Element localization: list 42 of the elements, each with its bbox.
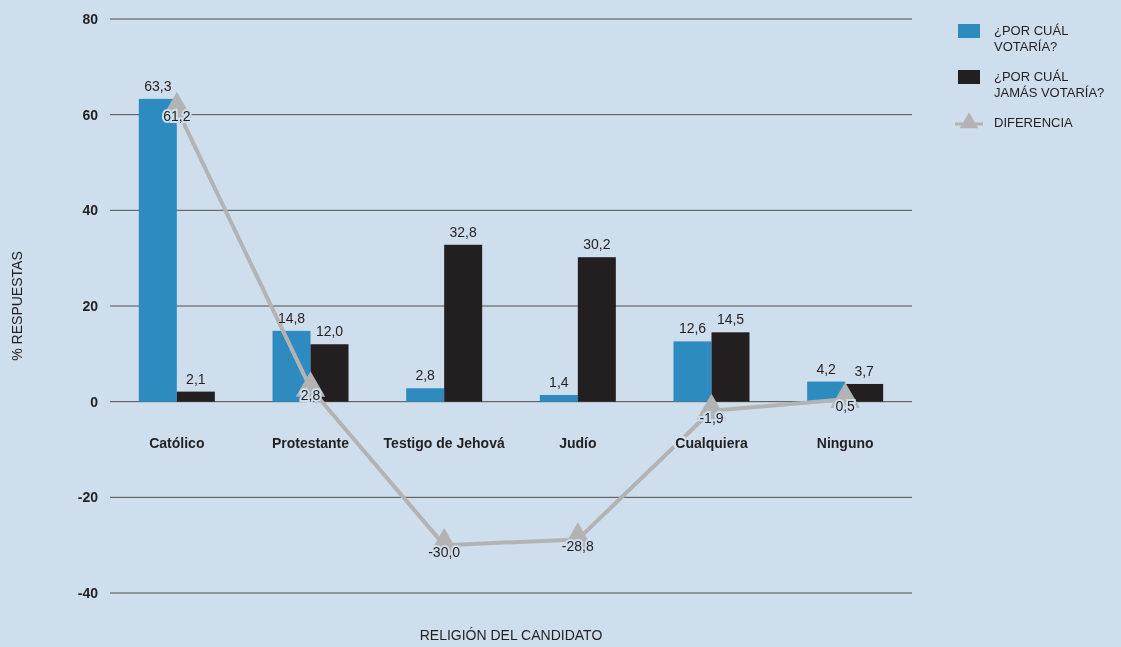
data-label: 3,7 (854, 362, 875, 379)
data-label: 12,6 (678, 320, 707, 337)
legend-label: ¿POR CUÁL VOTARÍA? (994, 23, 1069, 54)
data-label: 32,8 (449, 223, 477, 240)
bar (176, 391, 215, 402)
legend-label: DIFERENCIA (994, 115, 1074, 130)
data-label: 14,5 (716, 311, 745, 328)
data-label: 0,5 (835, 398, 856, 415)
x-tick-label: Testigo de Jehová (383, 434, 505, 451)
data-label: 14,8 (277, 309, 306, 326)
data-label: -30,0 (428, 544, 461, 561)
bar (444, 244, 483, 402)
y-tick-label: 20 (82, 297, 99, 314)
y-axis-title: % RESPUESTAS (9, 251, 25, 361)
y-tick-label: 80 (82, 10, 99, 27)
data-label: -28,8 (561, 538, 594, 555)
y-tick-label: 40 (82, 202, 99, 219)
data-label: 4,2 (816, 360, 837, 377)
x-tick-label: Católico (149, 434, 205, 451)
bar (711, 332, 750, 402)
y-tick-label: -20 (77, 489, 99, 506)
bar (406, 388, 445, 402)
y-tick-label: 60 (82, 106, 99, 123)
data-label: -1,9 (699, 409, 724, 426)
x-tick-label: Cualquiera (675, 434, 748, 451)
data-label: 2,8 (415, 367, 436, 384)
data-label: 61,2 (163, 107, 191, 124)
x-tick-label: Judío (559, 434, 597, 451)
data-label: 2,1 (186, 370, 206, 387)
bar (673, 341, 712, 402)
bar (539, 394, 578, 402)
legend-label: ¿POR CUÁL JAMÁS VOTARÍA? (994, 69, 1105, 100)
data-label: 1,4 (549, 373, 569, 390)
bar (577, 257, 616, 402)
y-tick-label: -40 (77, 584, 99, 601)
y-tick-label: 0 (90, 393, 99, 410)
data-label: 63,3 (144, 77, 172, 94)
data-label: 12,0 (315, 323, 344, 340)
x-tick-label: Ninguno (816, 434, 874, 451)
x-tick-label: Protestante (271, 434, 350, 451)
x-axis-title: RELIGIÓN DEL CANDIDATO (419, 627, 603, 643)
data-label: 30,2 (583, 236, 611, 253)
